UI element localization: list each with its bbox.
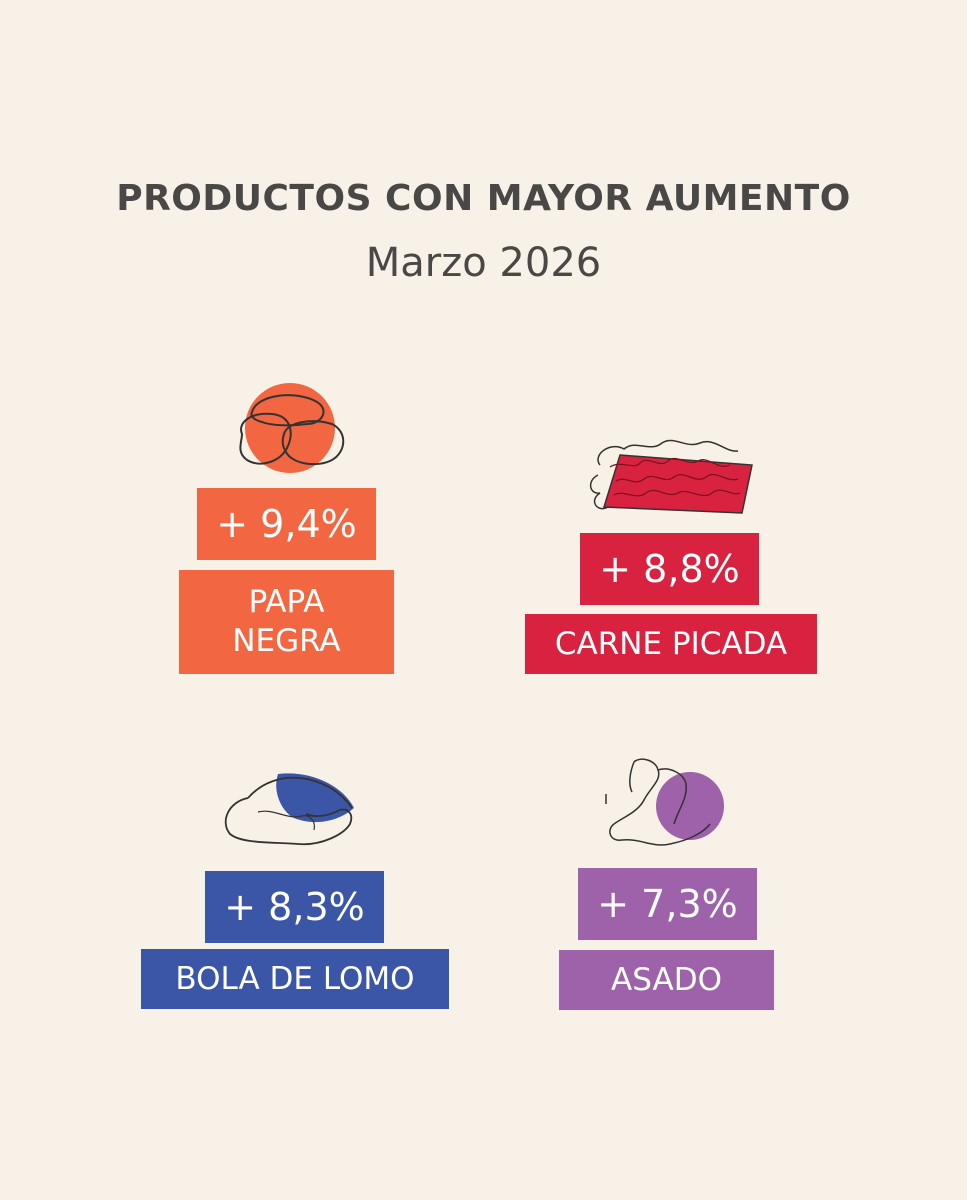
ribs-icon (605, 758, 724, 846)
product-label-carne-picada: CARNE PICADA (525, 614, 817, 674)
ground-meat-icon (589, 439, 753, 514)
product-label-papa-negra: PAPA NEGRA (179, 570, 394, 674)
page-subtitle: Marzo 2026 (365, 240, 602, 286)
change-badge-carne-picada: + 8,8% (580, 533, 759, 605)
change-badge-asado: + 7,3% (578, 868, 757, 940)
change-badge-papa-negra: + 9,4% (197, 488, 376, 560)
product-label-asado: ASADO (559, 950, 774, 1010)
product-label-bola-de-lomo: BOLA DE LOMO (141, 949, 449, 1009)
change-badge-bola-de-lomo: + 8,3% (205, 871, 384, 943)
potato-icon (239, 383, 345, 473)
beef-round-icon (224, 773, 354, 846)
page-title: PRODUCTOS CON MAYOR AUMENTO (116, 178, 851, 219)
